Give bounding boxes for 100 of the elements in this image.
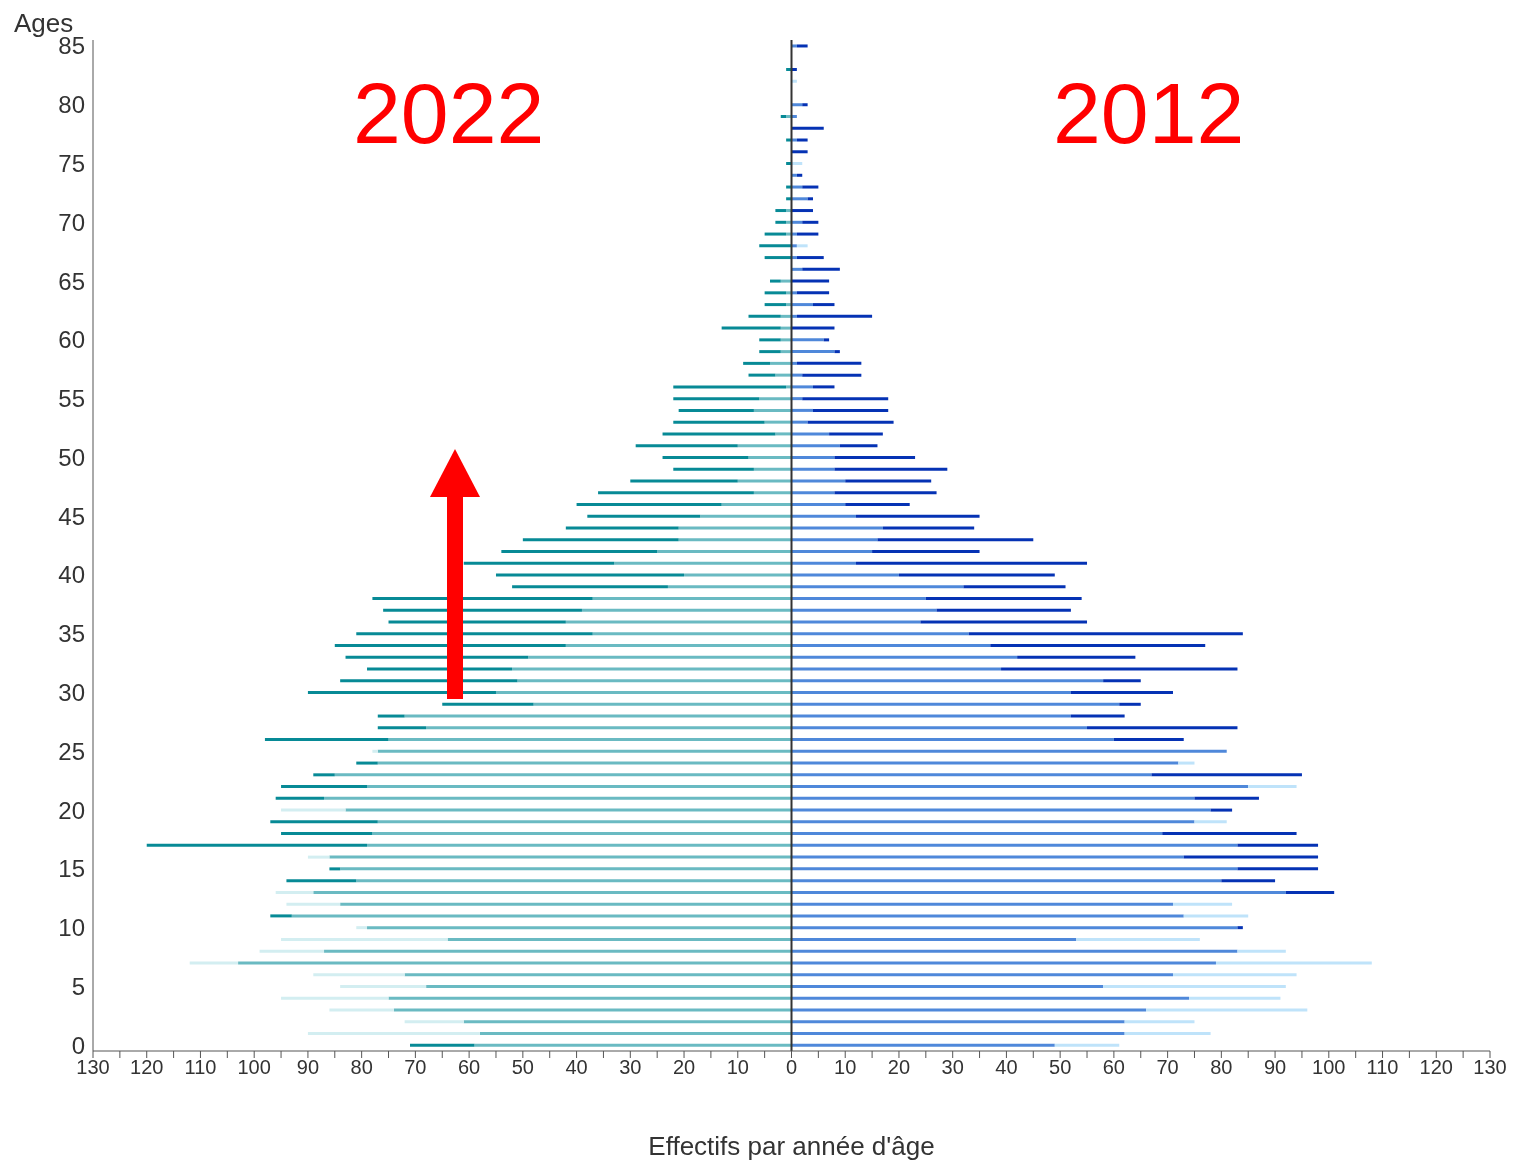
y-tick-label: 55 xyxy=(58,385,85,413)
x-tick-label: 130 xyxy=(1473,1056,1507,1079)
bar xyxy=(968,632,1243,636)
bar xyxy=(495,573,685,577)
bar xyxy=(791,467,835,471)
bar xyxy=(356,761,378,765)
bar xyxy=(581,608,792,612)
bar xyxy=(791,667,1002,671)
bar xyxy=(791,691,1071,695)
bar xyxy=(802,185,819,189)
bar xyxy=(791,785,1249,789)
bar xyxy=(1183,855,1319,859)
bar xyxy=(275,890,314,894)
bar xyxy=(791,549,873,553)
bar xyxy=(872,549,980,553)
bar xyxy=(791,526,883,530)
bar xyxy=(592,596,792,600)
bar xyxy=(662,432,776,436)
bar xyxy=(791,1008,1147,1012)
bar xyxy=(189,961,239,965)
bar xyxy=(775,432,792,436)
bar xyxy=(845,502,910,506)
y-tick-label: 10 xyxy=(58,914,85,942)
bar xyxy=(367,843,792,847)
bar xyxy=(404,714,792,718)
bar xyxy=(791,843,1238,847)
bar xyxy=(882,526,975,530)
bar xyxy=(678,526,792,530)
bar xyxy=(791,714,1071,718)
bar xyxy=(925,596,1082,600)
bar xyxy=(791,444,840,448)
bar xyxy=(791,902,1173,906)
bar xyxy=(673,385,787,389)
bar xyxy=(791,820,1195,824)
x-tick-label: 100 xyxy=(1312,1056,1346,1079)
bar xyxy=(377,749,792,753)
bar xyxy=(528,655,792,659)
bar xyxy=(238,961,792,965)
bar xyxy=(1183,914,1249,918)
bar xyxy=(802,373,862,377)
bar xyxy=(1237,949,1286,953)
bar xyxy=(329,855,792,859)
bar xyxy=(259,949,325,953)
x-tick-label: 110 xyxy=(184,1056,217,1079)
bar xyxy=(410,1043,475,1047)
bar xyxy=(1087,726,1238,730)
bar xyxy=(587,514,701,518)
bar xyxy=(759,350,781,354)
bar xyxy=(791,761,1179,765)
bar xyxy=(770,279,781,283)
bar xyxy=(780,115,787,118)
y-tick-label: 70 xyxy=(58,208,85,236)
bar xyxy=(662,455,749,459)
bar xyxy=(1119,702,1141,706)
bar xyxy=(334,644,566,648)
bar xyxy=(791,326,835,330)
bar xyxy=(791,796,1195,800)
bar xyxy=(791,655,1018,659)
bar xyxy=(281,996,389,1000)
bar xyxy=(404,973,792,977)
bar xyxy=(1124,1020,1195,1024)
bar xyxy=(700,514,792,518)
x-tick-label: 70 xyxy=(1156,1056,1179,1079)
bar xyxy=(1070,714,1125,718)
x-tick-label: 50 xyxy=(1049,1056,1072,1079)
bar xyxy=(791,984,1104,988)
bar xyxy=(281,832,373,836)
bar xyxy=(936,608,1071,612)
bar xyxy=(1210,808,1233,812)
bar xyxy=(780,279,792,283)
bar xyxy=(791,385,813,389)
bar xyxy=(791,702,1120,706)
bar xyxy=(463,561,615,565)
bar xyxy=(281,785,368,789)
bar xyxy=(770,361,792,365)
bar xyxy=(748,455,792,459)
bar xyxy=(759,397,792,401)
bar xyxy=(388,738,792,742)
bar xyxy=(802,267,840,271)
bar xyxy=(442,702,534,706)
bar xyxy=(307,855,330,859)
bar xyxy=(1151,773,1302,777)
bar xyxy=(286,902,341,906)
bar xyxy=(630,479,738,483)
bar xyxy=(791,538,878,542)
bar xyxy=(565,644,792,648)
bar xyxy=(678,538,792,542)
bar xyxy=(791,455,835,459)
bar xyxy=(313,890,792,894)
bar xyxy=(780,338,792,342)
bar xyxy=(791,832,1163,836)
bar xyxy=(780,314,792,318)
bar xyxy=(313,973,405,977)
bar xyxy=(791,914,1184,918)
bar xyxy=(753,491,792,495)
bar xyxy=(517,679,792,683)
x-tick-label: 10 xyxy=(726,1056,749,1079)
bar xyxy=(753,408,792,412)
bar xyxy=(635,444,738,448)
bar xyxy=(1001,667,1238,671)
